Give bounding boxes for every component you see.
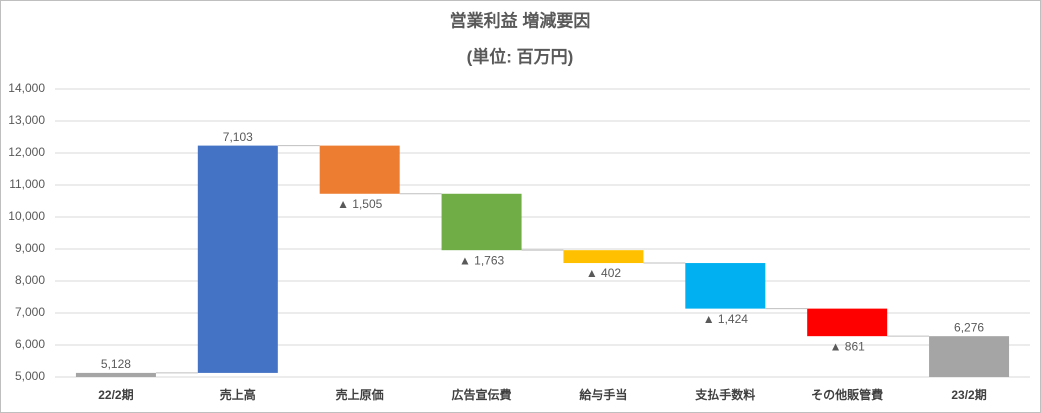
x-tick-label: 給与手当	[579, 387, 627, 402]
x-tick-label: その他販管費	[811, 387, 883, 402]
x-tick-label: 23/2期	[951, 387, 986, 402]
data-label: ▲ 1,763	[459, 253, 505, 267]
y-tick-label: 7,000	[15, 305, 45, 319]
bar	[75, 372, 156, 377]
y-tick-label: 11,000	[9, 177, 45, 191]
x-tick-label: 22/2期	[98, 387, 133, 402]
chart-subtitle: (単位: 百万円)	[467, 46, 574, 66]
data-label: 7,103	[223, 130, 253, 144]
bar	[685, 263, 766, 309]
chart-title: 営業利益 増減要因	[450, 10, 591, 30]
data-label: 5,128	[101, 357, 131, 371]
data-label: 6,276	[954, 320, 984, 334]
bar	[197, 145, 278, 373]
y-tick-label: 13,000	[8, 113, 45, 127]
bar	[441, 193, 522, 251]
bar	[563, 250, 644, 264]
bar	[929, 336, 1010, 377]
y-tick-label: 14,000	[8, 81, 45, 95]
x-tick-label: 広告宣伝費	[452, 387, 512, 402]
x-tick-label: 売上高	[220, 387, 256, 402]
x-tick-label: 支払手数料	[694, 387, 755, 402]
data-label: ▲ 1,424	[703, 312, 749, 326]
y-tick-label: 6,000	[15, 337, 45, 351]
y-tick-label: 8,000	[15, 273, 45, 287]
data-label: ▲ 402	[586, 266, 622, 280]
data-label: ▲ 1,505	[337, 197, 383, 211]
y-tick-label: 10,000	[8, 209, 45, 223]
data-label: ▲ 861	[830, 339, 866, 353]
x-tick-label: 売上原価	[336, 387, 384, 402]
y-tick-label: 12,000	[8, 145, 45, 159]
bar	[319, 145, 400, 194]
bar	[807, 308, 888, 337]
y-tick-label: 5,000	[15, 369, 45, 383]
y-tick-label: 9,000	[15, 241, 45, 255]
